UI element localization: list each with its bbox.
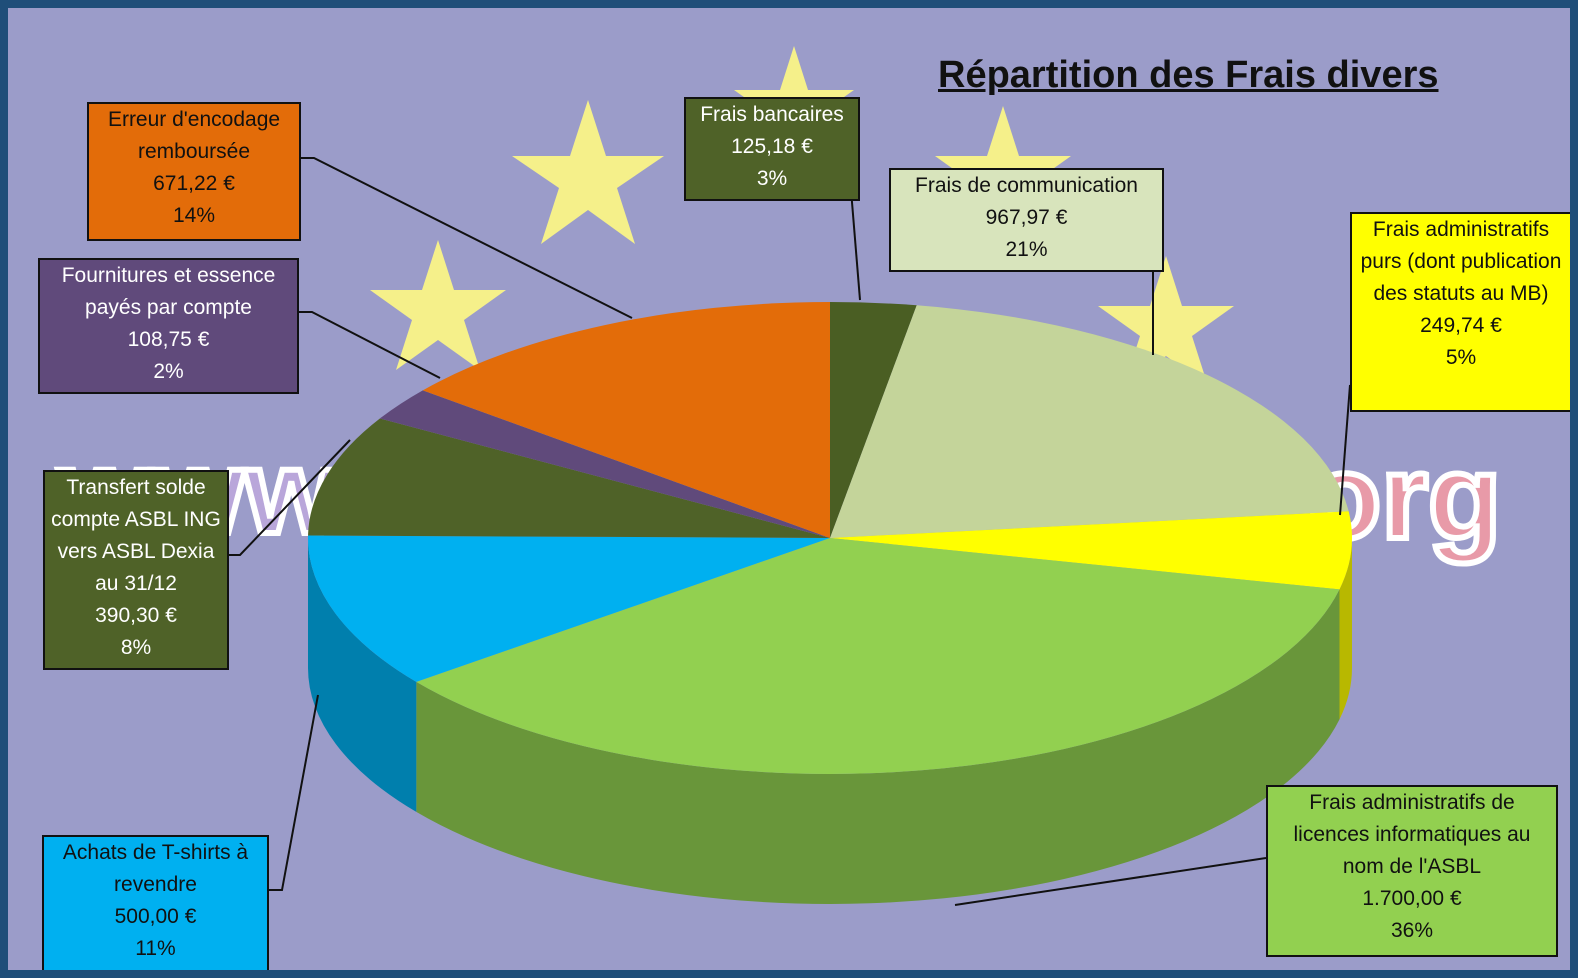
data-label: Frais de communication 967,97 € 21% [889,168,1164,272]
label-name: Transfert solde compte ASBL ING vers ASB… [51,476,221,595]
value-label: 500,00 € [114,905,197,928]
value-label: 1.700,00 € [1362,887,1462,910]
slice-top [308,535,830,682]
leader-line [954,857,1267,906]
slice-top [830,302,917,538]
percent-label: 2% [153,360,184,383]
percent-label: 11% [135,937,176,960]
percent-label: 3% [756,167,788,190]
data-label: Transfert solde compte ASBL ING vers ASB… [43,470,229,670]
label-name: Achats de T-shirts à revendre [62,841,249,896]
value-label: 390,30 € [95,604,177,627]
data-label: Frais bancaires 125,18 € 3% [684,97,860,201]
slice-top [416,538,1340,775]
chart-title: Répartition des Frais divers [938,54,1439,96]
leader-line [850,189,861,301]
data-label: Frais administratifs purs (dont publicat… [1350,212,1570,412]
slice-top [422,302,830,538]
data-label: Fournitures et essence payés par compte 1… [38,258,299,394]
data-label: Frais administratifs de licences informa… [1266,785,1558,957]
value-label: 249,74 € [1420,314,1502,337]
leader-line [299,311,441,379]
slice [308,535,830,812]
label-name: Frais de communication [915,174,1138,197]
data-label: Erreur d'encodage remboursée 671,22 € 14% [87,102,301,241]
value-label: 671,22 € [153,172,235,195]
label-name: Frais administratifs purs (dont publicat… [1360,218,1562,305]
slice [830,511,1352,720]
slice [308,418,830,538]
slice [830,305,1349,538]
percent-label: 21% [1005,238,1048,261]
slice-side [1339,538,1352,720]
leader-line [301,157,633,319]
label-name: Frais bancaires [700,103,844,126]
percent-label: 8% [120,636,152,659]
slice-side [416,589,1340,904]
slice [422,302,830,538]
slice [379,390,830,538]
label-name: Frais administratifs de licences informa… [1293,791,1531,878]
percent-label: 5% [1445,346,1477,369]
value-label: 967,97 € [985,206,1068,229]
slice [830,302,917,538]
leader-line [269,694,319,891]
value-label: 108,75 € [127,328,210,351]
slice-top [379,390,830,538]
slice [416,538,1340,904]
slice-side [308,538,417,812]
slice-top [308,418,830,538]
slice-top [830,511,1352,590]
slice-top [830,305,1349,538]
leader-line [229,439,351,556]
value-label: 125,18 € [731,135,813,158]
percent-label: 14% [172,204,216,227]
label-name: Fournitures et essence payés par compte [61,264,276,319]
leader-line [1339,384,1351,516]
label-name: Erreur d'encodage remboursée [107,108,281,163]
percent-label: 36% [1390,919,1434,942]
data-label: Achats de T-shirts à revendre 500,00 € 11% [42,835,269,970]
